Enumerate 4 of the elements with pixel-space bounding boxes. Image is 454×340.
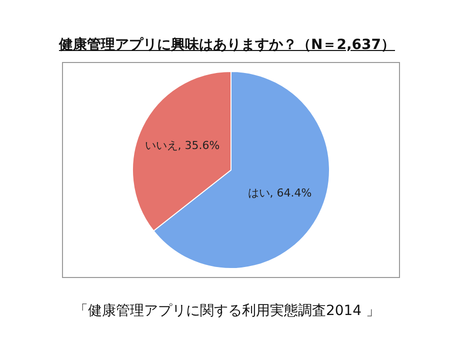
text: 「健康管理アプリに関する利用実態調査2014 」 <box>72 302 382 320</box>
slice-label: いいえ, 35.6% <box>144 139 220 152</box>
slice-label: はい, 64.4% <box>248 186 312 200</box>
chart-title: 健康管理アプリに興味はありますか？（N＝2,637） <box>58 36 396 54</box>
